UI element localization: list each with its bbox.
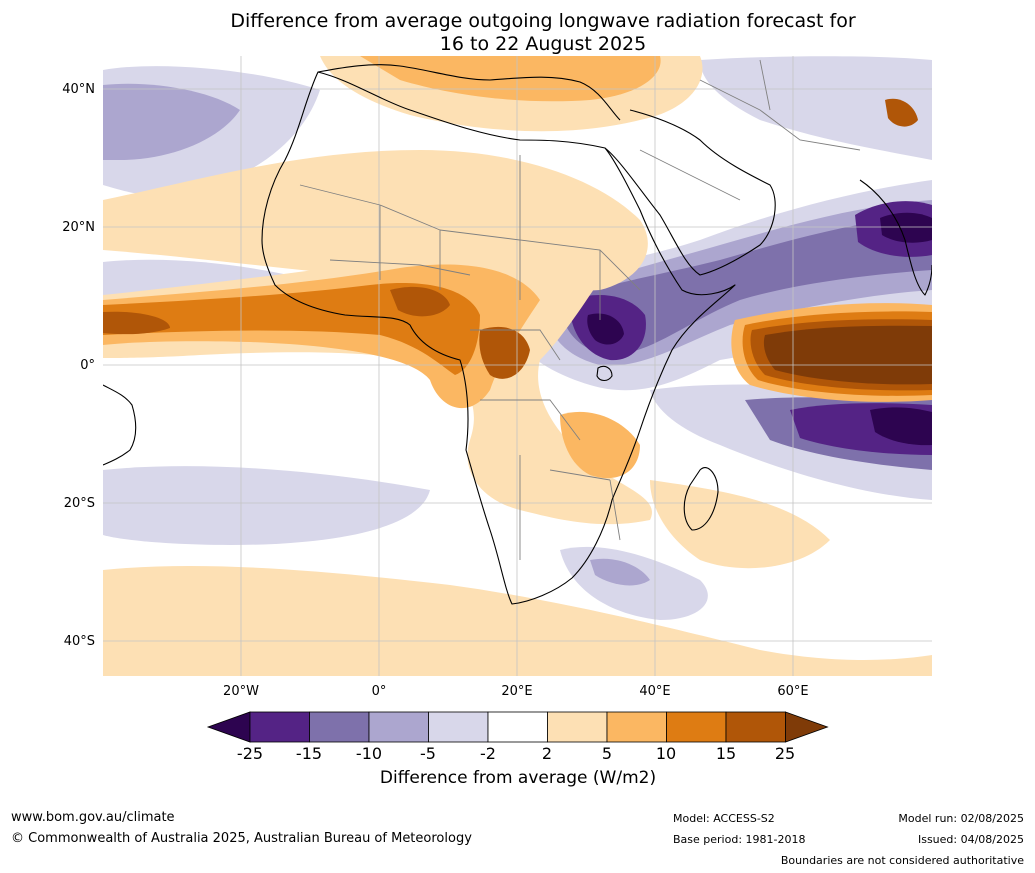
lake-victoria [596, 365, 613, 382]
anomaly-pos-southatlantic-band [103, 565, 932, 676]
anomaly-pos-southindian-core [763, 325, 932, 385]
olr-anomaly-map [103, 56, 932, 676]
lat-label-40n: 40°N [62, 82, 95, 97]
colorbar-segment [725, 711, 786, 743]
anomaly-neg-eastafrica-peak [587, 313, 624, 345]
lon-label-40e: 40°E [639, 684, 671, 699]
anomaly-neg-arabiansea-peak [880, 212, 932, 243]
madagascar-coastline [683, 467, 719, 531]
anomaly-pos-westafrica-inner [103, 283, 480, 375]
anomaly-pos-gulf-guinea-core [390, 286, 450, 317]
anomaly-pos-southwest-indian [650, 480, 830, 569]
colorbar-tick: -10 [355, 744, 383, 763]
colorbar-segment [606, 711, 667, 743]
lon-label-0: 0° [371, 684, 387, 699]
anomaly-neg-eastafrica-inner [560, 215, 932, 355]
anomaly-neg-southeast-africa-core [590, 558, 650, 586]
anomaly-neg-northatlantic-core [103, 83, 240, 160]
footer-website: www.bom.gov.au/climate [11, 810, 175, 825]
colorbar-segment [547, 711, 608, 743]
footer-issued: Issued: 04/08/2025 [917, 833, 1024, 846]
lon-label-20e: 20°E [501, 684, 533, 699]
colorbar-extend-max [785, 711, 829, 743]
colorbar-tick: 15 [715, 744, 737, 763]
anomaly-pos-westafrica-core [103, 311, 170, 335]
lat-label-20n: 20°N [62, 220, 95, 235]
lon-label-20w: 20°W [223, 684, 259, 699]
anomaly-pos-iran-spot [885, 98, 918, 127]
lat-label-20s: 20°S [63, 496, 95, 511]
footer-model-run: Model run: 02/08/2025 [898, 812, 1024, 825]
india-coastline [859, 179, 932, 296]
colorbar-segment [428, 711, 489, 743]
colorbar-tick: -2 [480, 744, 496, 763]
lat-label-0: 0° [80, 358, 95, 373]
colorbar-segment [309, 711, 370, 743]
country-boundaries [299, 59, 861, 560]
title-line-1: Difference from average outgoing longwav… [230, 10, 856, 32]
footer-model: Model: ACCESS-S2 [673, 812, 775, 825]
colorbar-tick: 25 [774, 744, 796, 763]
colorbar-segment [666, 711, 727, 743]
colorbar-tick: -5 [420, 744, 436, 763]
anomaly-pos-zambia [560, 411, 640, 479]
colorbar-tick: -25 [236, 744, 264, 763]
lat-label-40s: 40°S [63, 634, 95, 649]
colorbar-extend-min [206, 711, 251, 743]
coastlines [103, 64, 932, 605]
colorbar-label: Difference from average (W/m2) [379, 768, 657, 788]
map-title: Difference from average outgoing longwav… [103, 10, 983, 56]
colorbar-segment [487, 711, 548, 743]
colorbar-tick: -15 [295, 744, 323, 763]
colorbar-segment [249, 711, 310, 743]
lon-label-60e: 60°E [777, 684, 809, 699]
footer-base-period: Base period: 1981-2018 [673, 833, 806, 846]
footer-copyright: © Commonwealth of Australia 2025, Austra… [11, 831, 472, 846]
colorbar-tick: 5 [601, 744, 613, 763]
colorbar-tick: 2 [541, 744, 553, 763]
southamerica-coastline [103, 384, 137, 466]
colorbar-segment [368, 711, 429, 743]
footer-disclaimer: Boundaries are not considered authoritat… [780, 854, 1024, 867]
anomaly-neg-mideast [700, 56, 932, 160]
colorbar-tick: 10 [655, 744, 677, 763]
europe-coastline [317, 64, 621, 121]
arabia-coastline [604, 109, 776, 276]
title-line-2: 16 to 22 August 2025 [439, 33, 647, 55]
anomaly-neg-southindian-peak [870, 407, 932, 446]
graticule [103, 56, 932, 676]
anomaly-neg-southatlantic [103, 466, 430, 545]
